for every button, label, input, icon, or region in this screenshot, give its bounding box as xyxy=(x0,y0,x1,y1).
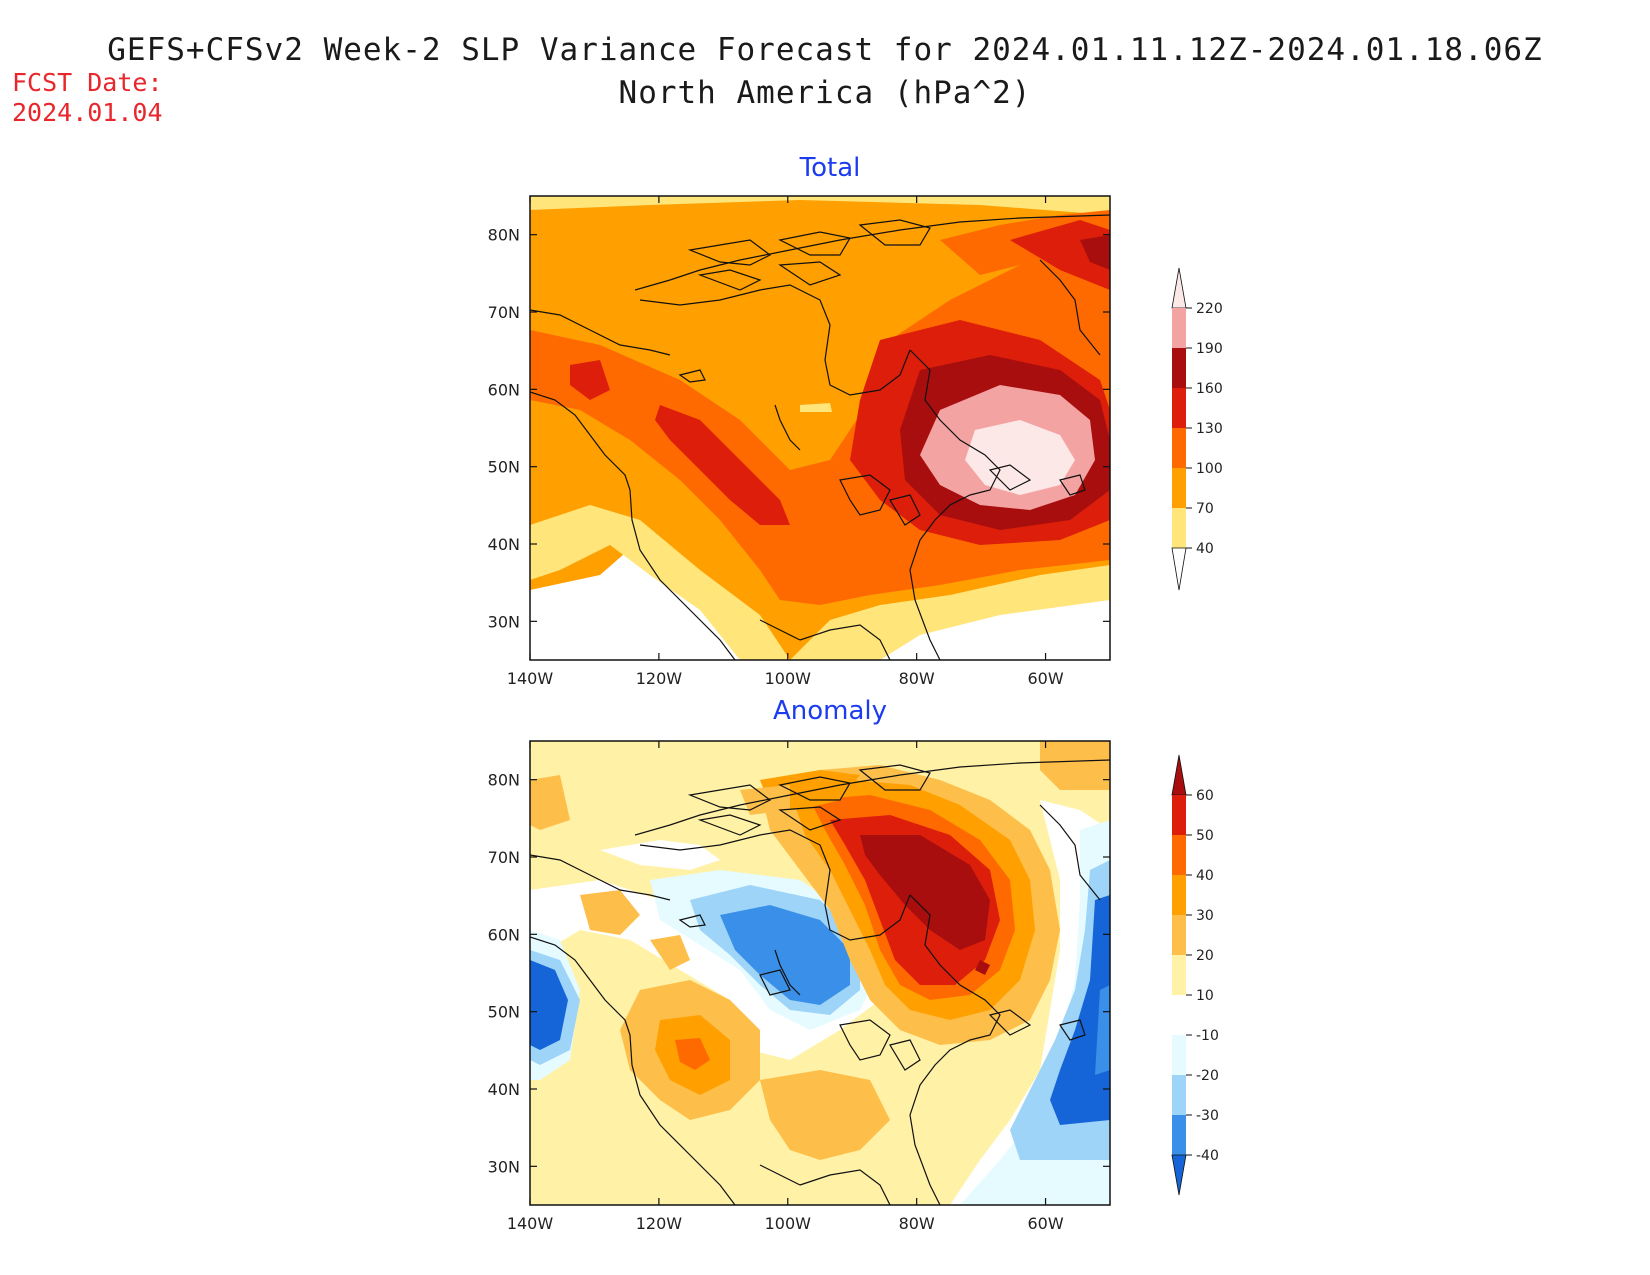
chart-title: GEFS+CFSv2 Week-2 SLP Variance Forecast … xyxy=(107,32,1543,68)
anomaly-colorbar-box xyxy=(1172,1035,1186,1075)
anomaly-colorbar-bottom-triangle xyxy=(1171,1154,1187,1196)
anomaly-colorbar-box xyxy=(1172,875,1186,915)
anomaly-colorbar-label: 40 xyxy=(1196,868,1214,884)
total-colorbar-box xyxy=(1172,348,1186,388)
anomaly-lat-label: 40N xyxy=(488,1080,520,1099)
total-colorbar-top-triangle xyxy=(1171,267,1187,309)
total-lat-label: 40N xyxy=(488,535,520,554)
total-lat-label: 70N xyxy=(488,303,520,322)
total-colorbar-label: 100 xyxy=(1196,461,1223,477)
total-colorbar-box xyxy=(1172,428,1186,468)
anomaly-lat-label: 60N xyxy=(488,925,520,944)
total-colorbar-label: 40 xyxy=(1196,541,1214,557)
anomaly-lat-label: 50N xyxy=(488,1003,520,1022)
anomaly-lat-label: 80N xyxy=(488,771,520,790)
anomaly-colorbar-label: 50 xyxy=(1196,828,1214,844)
total-lon-label: 100W xyxy=(765,669,812,688)
panel-title-anomaly: Anomaly xyxy=(772,696,888,726)
panel-title-total: Total xyxy=(799,153,861,183)
total-colorbar-label: 190 xyxy=(1196,341,1223,357)
anomaly-colorbar-box xyxy=(1172,1075,1186,1115)
anomaly-lon-label: 60W xyxy=(1027,1214,1063,1233)
total-lon-label: 80W xyxy=(899,669,935,688)
total-lon-label: 140W xyxy=(507,669,554,688)
anomaly-colorbar-label: -30 xyxy=(1196,1108,1219,1124)
anomaly-colorbar-box xyxy=(1172,995,1186,1035)
anomaly-colorbar-label: -20 xyxy=(1196,1068,1219,1084)
anomaly-colorbar: 60 50 40 30 20 10 -10 -20 -30 -40 xyxy=(1171,754,1219,1196)
total-lat-label: 80N xyxy=(488,226,520,245)
total-colorbar-box xyxy=(1172,508,1186,548)
total-colorbar-bottom-triangle xyxy=(1171,547,1187,591)
total-colorbar: 220 190 160 130 100 70 40 xyxy=(1171,267,1223,591)
anomaly-colorbar-box xyxy=(1172,795,1186,835)
anomaly-lat-label: 30N xyxy=(488,1157,520,1176)
chart-subtitle: North America (hPa^2) xyxy=(618,75,1032,111)
anomaly-colorbar-label: -40 xyxy=(1196,1148,1219,1164)
anomaly-colorbar-box xyxy=(1172,1115,1186,1155)
forecast-date-value: 2024.01.04 xyxy=(12,98,163,127)
total-colorbar-label: 70 xyxy=(1196,501,1214,517)
total-lon-label: 120W xyxy=(636,669,683,688)
anomaly-field xyxy=(530,741,1110,1205)
anomaly-lon-label: 140W xyxy=(507,1214,554,1233)
anomaly-colorbar-label: 30 xyxy=(1196,908,1214,924)
anomaly-colorbar-label: -10 xyxy=(1196,1028,1219,1044)
anomaly-colorbar-label: 60 xyxy=(1196,788,1214,804)
anomaly-colorbar-top-triangle xyxy=(1171,754,1187,796)
anomaly-lon-label: 120W xyxy=(636,1214,683,1233)
total-colorbar-box xyxy=(1172,308,1186,348)
total-colorbar-box xyxy=(1172,388,1186,428)
anomaly-lon-label: 100W xyxy=(765,1214,812,1233)
anomaly-lon-label: 80W xyxy=(899,1214,935,1233)
anomaly-colorbar-label: 20 xyxy=(1196,948,1214,964)
total-lat-label: 60N xyxy=(488,380,520,399)
anomaly-colorbar-box xyxy=(1172,915,1186,955)
total-field xyxy=(530,196,1110,660)
total-axes: 80N 70N 60N 50N 40N 30N 140W 120W 100W 80W 60W xyxy=(488,196,1110,688)
total-colorbar-label: 160 xyxy=(1196,381,1223,397)
anomaly-axes: 80N 70N 60N 50N 40N 30N 140W 120W 100W 80W 60W xyxy=(488,741,1110,1233)
total-colorbar-label: 130 xyxy=(1196,421,1223,437)
total-lat-label: 30N xyxy=(488,612,520,631)
total-lon-label: 60W xyxy=(1027,669,1063,688)
anomaly-lat-label: 70N xyxy=(488,848,520,867)
anomaly-colorbar-box xyxy=(1172,835,1186,875)
anomaly-colorbar-box xyxy=(1172,955,1186,995)
total-colorbar-box xyxy=(1172,468,1186,508)
total-lat-label: 50N xyxy=(488,458,520,477)
forecast-date-label: FCST Date: xyxy=(12,68,163,97)
total-colorbar-label: 220 xyxy=(1196,301,1223,317)
anomaly-colorbar-label: 10 xyxy=(1196,988,1214,1004)
